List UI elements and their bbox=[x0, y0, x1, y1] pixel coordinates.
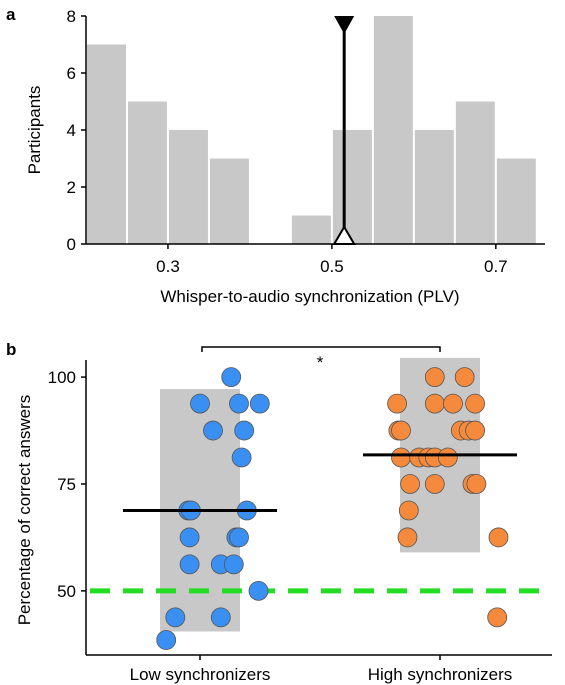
data-point bbox=[156, 630, 177, 650]
histogram-panel: a 0 2 4 6 8 0.3 0.5 0.7 Whisper-to-audio synchr… bbox=[6, 5, 545, 306]
data-point bbox=[229, 393, 249, 414]
significance-bracket: * bbox=[201, 346, 441, 372]
data-point bbox=[397, 527, 418, 548]
data-point bbox=[234, 420, 255, 441]
data-point bbox=[190, 393, 210, 414]
panel-a-label: a bbox=[6, 5, 16, 24]
category-label: Low synchronizers bbox=[130, 665, 271, 684]
data-point bbox=[466, 474, 487, 494]
data-point bbox=[387, 393, 408, 414]
histogram-bars bbox=[87, 16, 536, 244]
scatter-y-axis-label: Percentage of correct answers bbox=[15, 395, 34, 626]
histogram-bar bbox=[87, 44, 126, 244]
y-tick-label: 75 bbox=[57, 475, 76, 494]
category-label: High synchronizers bbox=[368, 665, 513, 684]
histogram-y-axis-label: Participants bbox=[25, 86, 44, 175]
data-point bbox=[424, 393, 445, 414]
data-point bbox=[179, 527, 200, 548]
y-tick-label: 8 bbox=[67, 7, 76, 26]
histogram-bar bbox=[455, 101, 495, 244]
data-point bbox=[437, 447, 458, 468]
histogram-bar bbox=[414, 130, 454, 244]
data-point bbox=[221, 367, 242, 388]
data-point bbox=[398, 500, 419, 521]
data-point bbox=[165, 607, 186, 628]
panel-b-label: b bbox=[6, 340, 16, 359]
bracket bbox=[201, 346, 441, 352]
histogram-bar bbox=[168, 130, 208, 244]
data-point bbox=[465, 420, 486, 441]
y-tick-label: 6 bbox=[67, 64, 76, 83]
x-tick-label: 0.3 bbox=[156, 257, 180, 276]
scatter-panel: b * 50 75 100 Low synchronizers High synchro… bbox=[6, 340, 552, 684]
y-tick-label: 2 bbox=[67, 178, 76, 197]
histogram-x-axis-label: Whisper-to-audio synchronization (PLV) bbox=[160, 287, 459, 306]
data-point bbox=[248, 580, 269, 601]
x-tick-label: 0.5 bbox=[320, 257, 344, 276]
threshold-marker bbox=[332, 16, 356, 245]
histogram-bar bbox=[332, 130, 372, 244]
data-point bbox=[454, 367, 475, 388]
data-point bbox=[231, 447, 252, 468]
threshold-top-triangle bbox=[334, 16, 355, 34]
mean-lines bbox=[123, 453, 517, 512]
data-point bbox=[179, 554, 200, 575]
data-point bbox=[203, 420, 223, 441]
data-point bbox=[487, 607, 508, 628]
data-point bbox=[249, 393, 270, 414]
y-tick-label: 0 bbox=[67, 235, 76, 254]
data-point bbox=[391, 447, 411, 468]
data-point bbox=[488, 527, 509, 548]
y-tick-label: 4 bbox=[67, 121, 76, 140]
histogram-bar bbox=[496, 158, 536, 244]
data-point bbox=[424, 474, 445, 494]
data-point bbox=[229, 527, 249, 548]
data-point bbox=[465, 393, 486, 414]
histogram-bar bbox=[291, 215, 331, 244]
data-point bbox=[391, 420, 411, 441]
y-tick-label: 50 bbox=[57, 582, 76, 601]
x-tick-label: 0.7 bbox=[484, 257, 508, 276]
scatter-points bbox=[156, 367, 509, 650]
y-tick-label: 100 bbox=[48, 368, 76, 387]
histogram-bar bbox=[127, 101, 167, 244]
data-point bbox=[210, 607, 231, 628]
data-point bbox=[223, 554, 244, 575]
significance-star: * bbox=[317, 353, 324, 372]
data-point bbox=[400, 474, 421, 494]
scatter-axes: 50 75 100 Low synchronizers High synchronize… bbox=[48, 360, 552, 684]
data-point bbox=[424, 367, 445, 388]
data-point bbox=[443, 393, 463, 414]
histogram-bar bbox=[373, 16, 413, 244]
histogram-axes: 0 2 4 6 8 0.3 0.5 0.7 bbox=[67, 7, 545, 276]
histogram-bar bbox=[209, 158, 249, 244]
